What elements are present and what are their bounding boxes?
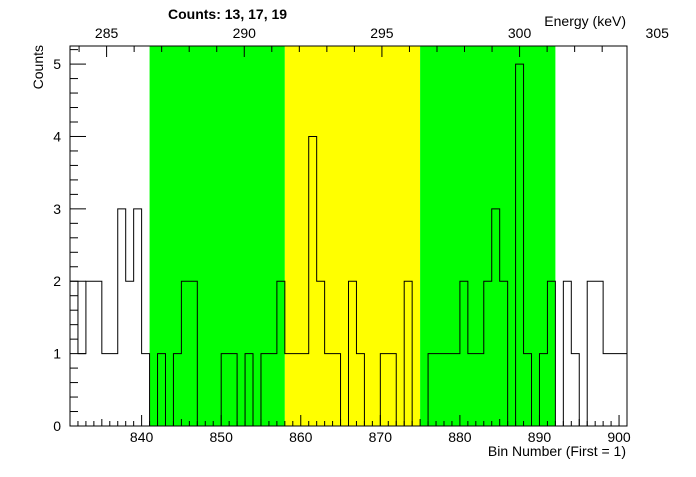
top-tick-label: 305 bbox=[646, 25, 670, 41]
y-tick-label: 4 bbox=[53, 128, 61, 144]
x-axis-ticks: 840 850 860 870 880 890 900 bbox=[69, 415, 631, 445]
x-tick-label: 870 bbox=[369, 429, 393, 445]
top-axis-title: Energy (keV) bbox=[544, 13, 626, 29]
top-tick-label: 285 bbox=[95, 25, 119, 41]
region-band-3 bbox=[420, 46, 556, 426]
region-band-1 bbox=[149, 46, 285, 426]
x-tick-label: 840 bbox=[130, 429, 154, 445]
y-tick-label: 1 bbox=[53, 346, 61, 362]
x-tick-label: 860 bbox=[289, 429, 313, 445]
y-tick-label: 2 bbox=[53, 273, 61, 289]
y-tick-label: 3 bbox=[53, 201, 61, 217]
x-tick-label: 850 bbox=[210, 429, 234, 445]
y-axis-title: Counts bbox=[30, 45, 46, 89]
x-tick-label: 890 bbox=[528, 429, 552, 445]
chart-title: Counts: 13, 17, 19 bbox=[168, 6, 287, 22]
top-axis-ticks: 285 290 295 300 305 bbox=[78, 25, 670, 57]
y-axis-ticks: 0 1 2 3 4 5 bbox=[53, 49, 86, 434]
y-tick-label: 0 bbox=[53, 418, 61, 434]
y-tick-label: 5 bbox=[53, 56, 61, 72]
x-tick-label: 880 bbox=[448, 429, 472, 445]
top-tick-label: 295 bbox=[370, 25, 394, 41]
region-band-2 bbox=[284, 46, 421, 426]
x-axis-title: Bin Number (First = 1) bbox=[488, 443, 626, 459]
top-tick-label: 290 bbox=[233, 25, 257, 41]
x-tick-label: 900 bbox=[607, 429, 631, 445]
top-tick-label: 300 bbox=[508, 25, 532, 41]
counting-regions bbox=[149, 46, 556, 426]
